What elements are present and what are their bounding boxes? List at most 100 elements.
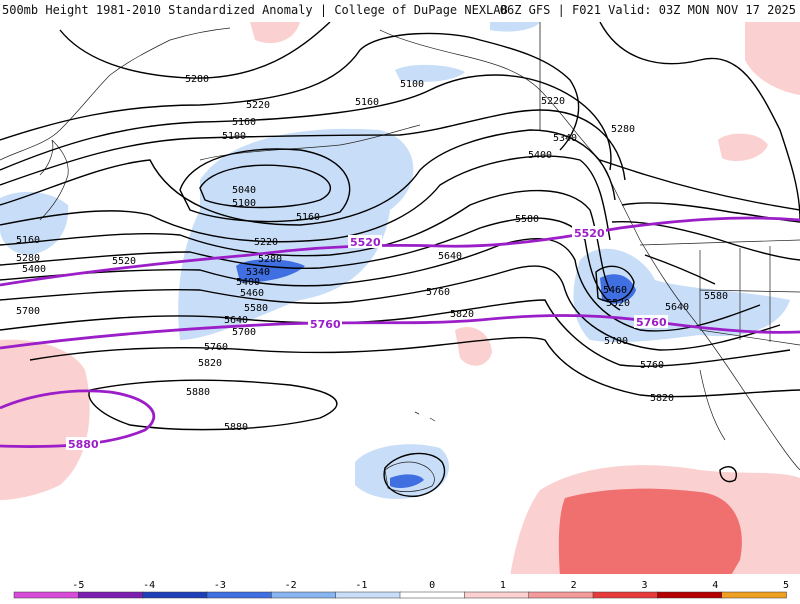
- colorbar-swatch: [592, 591, 659, 599]
- label-5460-b: 5460: [603, 285, 627, 296]
- label-5880-b: 5880: [224, 422, 248, 433]
- label-5520-a: 5520: [112, 256, 136, 267]
- weather-map: 5280 5220 5160 5100 5040 5100 5160 5220 …: [0, 22, 800, 577]
- label-5640-c: 5640: [665, 302, 689, 313]
- neg-anomaly-hawaii: [355, 444, 449, 499]
- kamchatka-coast: [39, 139, 69, 221]
- neg-anomaly-bering: [490, 22, 540, 32]
- label-5460-a: 5460: [240, 288, 264, 299]
- contour-low-5460: [595, 265, 635, 303]
- pos-anomaly-mexico-core: [558, 488, 742, 577]
- label-5160-a: 5160: [232, 117, 256, 128]
- label-5700-a: 5700: [232, 327, 256, 338]
- colorbar: -5 -4 -3 -2 -1 0 1 2 3 4 5: [0, 574, 800, 600]
- colorbar-swatch: [13, 591, 80, 599]
- colorbar-tick-label: 4: [712, 580, 718, 591]
- label-5760-highlight-a: 5760: [310, 318, 341, 331]
- label-5820-b: 5820: [650, 393, 674, 404]
- colorbar-swatch: [78, 591, 144, 599]
- us-states: [699, 246, 800, 342]
- pos-anomaly-top: [250, 22, 300, 44]
- label-5100-c: 5100: [400, 79, 424, 90]
- canada-border: [639, 239, 800, 246]
- colorbar-tick-label: -5: [72, 580, 84, 591]
- contour-5520: [0, 216, 800, 287]
- label-5760-highlight-b: 5760: [636, 316, 667, 329]
- colorbar-tick-label: 3: [641, 580, 647, 591]
- label-5280-a: 5280: [185, 74, 209, 85]
- pos-anomaly-hudson: [718, 133, 768, 162]
- label-5280-b: 5280: [258, 254, 282, 265]
- neg-anomaly-gulf-alaska: [178, 128, 414, 340]
- label-5640-b: 5640: [438, 251, 462, 262]
- pos-anomaly-west-pacific: [0, 339, 90, 500]
- colorbar-swatches: [13, 591, 787, 599]
- label-5100-b: 5100: [232, 198, 256, 209]
- label-5880-highlight: 5880: [68, 438, 99, 451]
- colorbar-swatch: [528, 591, 594, 599]
- colorbar-tick-label: 1: [500, 580, 506, 591]
- colorbar-tick-label: 5: [783, 580, 789, 591]
- colorbar-swatch: [721, 591, 787, 599]
- label-5280-d: 5280: [611, 124, 635, 135]
- colorbar-swatch: [206, 591, 273, 599]
- label-5220-c: 5220: [541, 96, 565, 107]
- label-5160-d: 5160: [355, 97, 379, 108]
- label-5580-c: 5580: [704, 291, 728, 302]
- baja: [699, 369, 726, 441]
- colorbar-tick-label: -3: [214, 580, 226, 591]
- label-5400-a: 5400: [236, 277, 260, 288]
- colorbar-swatch: [335, 591, 401, 599]
- colorbar-svg: -5 -4 -3 -2 -1 0 1 2 3 4 5: [13, 580, 789, 599]
- label-5700-b: 5700: [16, 306, 40, 317]
- label-5760-a: 5760: [204, 342, 228, 353]
- label-5220-a: 5220: [246, 100, 270, 111]
- colorbar-tick-label: -1: [355, 580, 367, 591]
- label-5280-c: 5280: [16, 253, 40, 264]
- header-bar: 500mb Height 1981-2010 Standardized Anom…: [0, 0, 800, 22]
- model-valid-time: 06Z GFS | F021 Valid: 03Z MON NOV 17 202…: [499, 3, 796, 17]
- colorbar-swatch: [657, 591, 723, 599]
- contour-5760: [0, 314, 800, 350]
- label-5160-b: 5160: [296, 212, 320, 223]
- label-5580-b: 5580: [515, 214, 539, 225]
- colorbar-ticks: -5 -4 -3 -2 -1 0 1 2 3 4 5: [72, 580, 789, 591]
- colorbar-swatch: [271, 591, 337, 599]
- neg-anomaly-hawaii-core: [390, 474, 424, 488]
- label-5100-a: 5100: [222, 131, 246, 142]
- label-5520-b: 5520: [606, 298, 630, 309]
- label-5760-c: 5760: [426, 287, 450, 298]
- contour-hawaii-closed: [383, 452, 446, 497]
- colorbar-swatch: [399, 591, 466, 599]
- label-5520-highlight-b: 5520: [574, 227, 605, 240]
- height-contours: [0, 22, 800, 497]
- contour-labels: 5280 5220 5160 5100 5040 5100 5160 5220 …: [16, 74, 728, 433]
- label-5760-b: 5760: [640, 360, 664, 371]
- label-5640-a: 5640: [224, 315, 248, 326]
- label-5340-a: 5340: [246, 267, 270, 278]
- contour-low-5040: [199, 164, 332, 209]
- asia-coast: [0, 27, 231, 161]
- highlight-labels: 5520 5520 5760 5760 5880: [66, 226, 668, 451]
- label-5820-c: 5820: [450, 309, 474, 320]
- pos-anomaly-mid-pacific: [455, 326, 492, 366]
- label-5880-a: 5880: [186, 387, 210, 398]
- label-5340-b: 5340: [553, 133, 577, 144]
- map-title: 500mb Height 1981-2010 Standardized Anom…: [2, 3, 508, 17]
- colorbar-tick-label: 2: [571, 580, 577, 591]
- label-5580-a: 5580: [244, 303, 268, 314]
- label-5400-c: 5400: [528, 150, 552, 161]
- anomaly-shading: [0, 22, 800, 577]
- colorbar-tick-label: -4: [143, 580, 155, 591]
- alaska-coast: [379, 29, 601, 161]
- colorbar-tick-label: 0: [429, 580, 435, 591]
- pos-anomaly-northeast: [745, 22, 800, 95]
- label-5040: 5040: [232, 185, 256, 196]
- label-5520-highlight-a: 5520: [350, 236, 381, 249]
- north-america-coast: [599, 159, 800, 471]
- colorbar-swatch: [142, 591, 208, 599]
- label-5820-a: 5820: [198, 358, 222, 369]
- label-5700-c: 5700: [604, 336, 628, 347]
- neg-anomaly-alaska-small: [395, 64, 465, 82]
- label-5160-c: 5160: [16, 235, 40, 246]
